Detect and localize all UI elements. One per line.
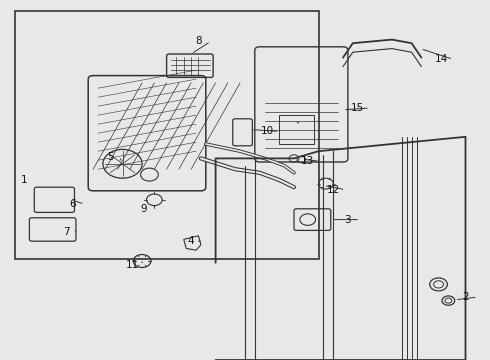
Text: 5: 5 <box>107 152 114 162</box>
Text: 15: 15 <box>351 103 365 113</box>
Text: 10: 10 <box>261 126 273 136</box>
Text: 11: 11 <box>125 260 139 270</box>
Text: 2: 2 <box>462 292 469 302</box>
Text: 3: 3 <box>344 215 351 225</box>
Text: 1: 1 <box>21 175 28 185</box>
Text: 4: 4 <box>188 236 195 246</box>
Text: 8: 8 <box>195 36 202 46</box>
Text: 9: 9 <box>141 204 147 214</box>
Text: 6: 6 <box>69 199 76 209</box>
Text: 7: 7 <box>63 227 70 237</box>
Text: 12: 12 <box>326 185 340 195</box>
Bar <box>15 11 318 259</box>
Text: 14: 14 <box>434 54 448 64</box>
Text: 13: 13 <box>301 156 315 166</box>
Bar <box>279 115 314 144</box>
